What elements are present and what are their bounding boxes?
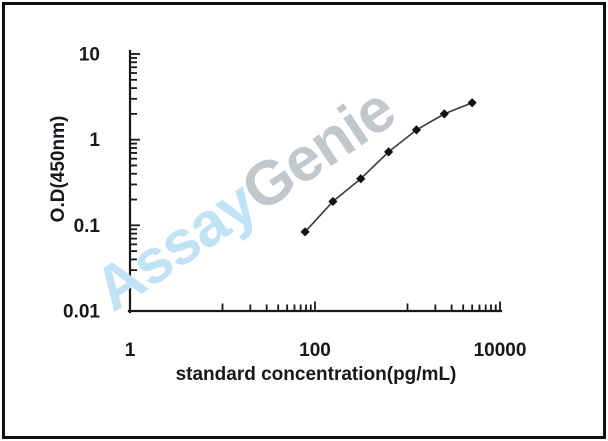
y-tick-label: 10 <box>79 45 100 66</box>
x-tick-label: 100 <box>299 340 331 361</box>
y-axis-title: O.D(450nm) <box>48 116 69 223</box>
data-point-marker <box>300 227 310 237</box>
y-tick-label: 0.1 <box>74 216 101 237</box>
data-point-marker <box>467 98 477 108</box>
x-tick-label: 1 <box>125 340 136 361</box>
x-tick-label: 10000 <box>474 340 527 361</box>
data-point-marker <box>328 196 338 207</box>
x-axis-title: standard concentration(pg/mL) <box>176 364 457 385</box>
axes-group: 1 100 10000 10 1 0.1 0.01 <box>63 45 526 362</box>
data-point-marker <box>384 147 394 157</box>
data-point-marker <box>411 125 422 135</box>
y-tick-label: 0.01 <box>63 302 100 323</box>
series-group <box>300 98 477 237</box>
watermark-assay-text: Assay <box>82 167 269 324</box>
watermark-genie-text: Genie <box>230 75 407 226</box>
data-point-marker <box>439 109 449 119</box>
y-tick-label: 1 <box>89 130 100 151</box>
data-point-marker <box>356 174 366 184</box>
